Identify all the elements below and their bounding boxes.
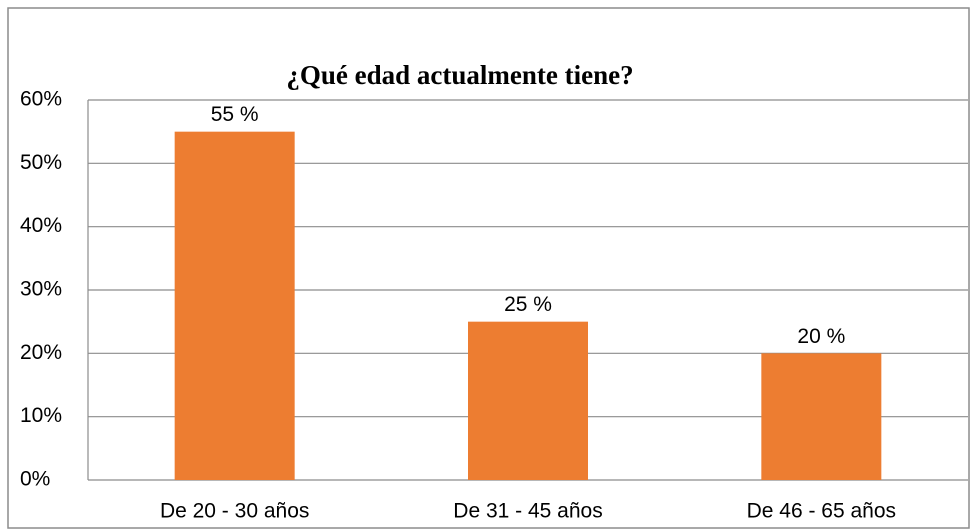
data-label: 55 %: [211, 103, 259, 126]
y-tick-label: 40%: [20, 214, 62, 237]
data-label: 20 %: [797, 325, 845, 348]
x-tick-label: De 46 - 65 años: [747, 500, 896, 523]
y-tick-label: 60%: [20, 88, 62, 111]
bar: [468, 321, 588, 480]
bar: [761, 353, 882, 480]
x-tick-label: De 31 - 45 años: [453, 500, 602, 523]
y-tick-label: 10%: [20, 404, 62, 427]
y-tick-label: 50%: [20, 151, 62, 174]
x-tick-label: De 20 - 30 años: [160, 500, 309, 523]
bar: [174, 131, 295, 480]
chart-title: ¿Qué edad actualmente tiene?: [286, 60, 633, 90]
y-tick-label: 0%: [20, 468, 50, 491]
data-label: 25 %: [504, 293, 552, 316]
y-tick-label: 20%: [20, 341, 62, 364]
y-tick-label: 30%: [20, 278, 62, 301]
